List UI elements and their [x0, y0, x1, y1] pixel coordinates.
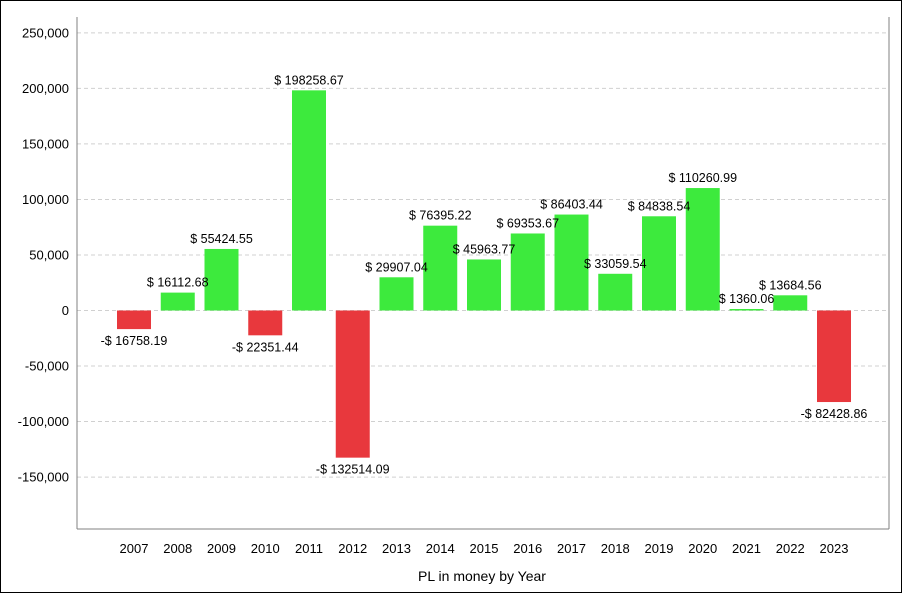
- bars: [117, 90, 851, 458]
- data-label-2011: $ 198258.67: [274, 73, 344, 87]
- data-label-2008: $ 16112.68: [147, 276, 209, 290]
- x-tick-labels: 2007 2008 2009 2010 2011 2012 2013 2014 2015 2016…: [120, 541, 849, 556]
- x-tick-label: 2022: [776, 541, 805, 556]
- bar-2020: [685, 188, 720, 311]
- bar-2010: [248, 310, 283, 336]
- bar-2013: [379, 277, 414, 311]
- x-tick-label: 2015: [470, 541, 499, 556]
- x-tick-label: 2017: [557, 541, 586, 556]
- bar-2012: [335, 310, 370, 458]
- y-tick-label: -50,000: [25, 359, 69, 374]
- x-tick-label: 2019: [645, 541, 674, 556]
- bar-2022: [773, 295, 808, 311]
- bar-2021: [729, 308, 764, 311]
- x-tick-label: 2009: [207, 541, 236, 556]
- data-label-2010: -$ 22351.44: [232, 340, 299, 354]
- data-label-2020: $ 110260.99: [668, 171, 737, 185]
- data-label-2021: $ 1360.06: [719, 292, 775, 306]
- bar-2017: [554, 214, 589, 311]
- x-tick-label: 2018: [601, 541, 630, 556]
- axes: [76, 17, 890, 530]
- data-label-2016: $ 69353.67: [496, 216, 559, 230]
- data-label-2014: $ 76395.22: [409, 209, 472, 223]
- x-tick-label: 2013: [382, 541, 411, 556]
- bar-2016: [510, 233, 545, 311]
- data-label-2019: $ 84838.54: [628, 199, 691, 213]
- y-tick-label: 250,000: [22, 25, 69, 40]
- y-tick-label: 50,000: [29, 247, 69, 262]
- bar-2014: [423, 225, 458, 311]
- bar-2007: [117, 310, 151, 330]
- bar-2011: [292, 90, 326, 311]
- y-tick-label: -150,000: [18, 470, 69, 485]
- data-label-2009: $ 55424.55: [190, 232, 253, 246]
- bar-2019: [642, 216, 676, 311]
- bar-2015: [467, 259, 501, 311]
- y-tick-label: 200,000: [22, 81, 69, 96]
- gridlines: [77, 32, 889, 478]
- bar-2008: [160, 292, 195, 311]
- y-tick-label: 150,000: [22, 136, 69, 151]
- x-tick-label: 2016: [513, 541, 542, 556]
- data-label-2013: $ 29907.04: [365, 260, 428, 274]
- data-label-2017: $ 86403.44: [540, 198, 603, 212]
- x-tick-label: 2020: [688, 541, 717, 556]
- data-label-2012: -$ 132514.09: [316, 463, 390, 477]
- x-axis-title: PL in money by Year: [418, 568, 546, 584]
- data-label-2018: $ 33059.54: [584, 257, 647, 271]
- x-tick-label: 2011: [295, 541, 323, 556]
- x-tick-label: 2014: [426, 541, 455, 556]
- x-tick-label: 2023: [820, 541, 849, 556]
- y-tick-label: 100,000: [22, 192, 69, 207]
- x-tick-label: 2010: [251, 541, 280, 556]
- bar-2009: [204, 248, 239, 311]
- x-tick-label: 2008: [163, 541, 192, 556]
- x-tick-label: 2021: [732, 541, 761, 556]
- bar-2023: [817, 310, 851, 403]
- x-tick-label: 2007: [120, 541, 149, 556]
- bar-2018: [598, 273, 633, 311]
- data-label-2007: -$ 16758.19: [101, 334, 168, 348]
- y-tick-labels: 250,000 200,000 150,000 100,000 50,000 0 -50,0…: [18, 25, 69, 484]
- y-tick-label: 0: [62, 303, 69, 318]
- data-label-2015: $ 45963.77: [453, 242, 516, 256]
- y-tick-label: -100,000: [18, 414, 69, 429]
- x-tick-label: 2012: [338, 541, 367, 556]
- data-labels: -$ 16758.19 $ 16112.68 $ 55424.55 -$ 22351.…: [101, 73, 868, 476]
- data-label-2023: -$ 82428.86: [801, 407, 868, 421]
- data-label-2022: $ 13684.56: [759, 278, 822, 292]
